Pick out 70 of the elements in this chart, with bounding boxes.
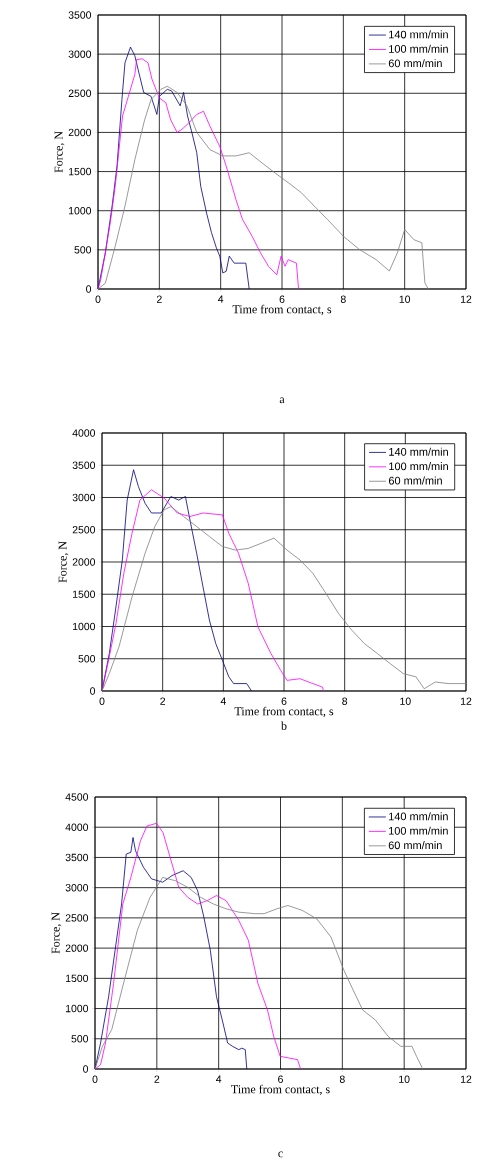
x-tick-label: 4 [217, 295, 224, 303]
x-tick-label: 6 [278, 1075, 283, 1083]
x-tick-label: 8 [340, 295, 346, 303]
x-tick-label: 12 [460, 295, 472, 303]
y-axis-title: Force, N [54, 131, 65, 173]
y-tick-label: 2500 [65, 914, 89, 922]
x-tick-label: 8 [342, 697, 348, 705]
y-tick-label: 2500 [68, 89, 92, 97]
y-tick-label: 2000 [68, 128, 92, 137]
legend-label: 60 mm/min [388, 59, 442, 68]
x-axis-title: Time from contact, s [234, 706, 334, 718]
y-tick-label: 500 [78, 655, 96, 663]
y-tick-label: 2500 [72, 526, 96, 534]
text: b [281, 721, 287, 730]
legend-label: 100 mm/min [389, 44, 448, 53]
y-tick-label: 3000 [68, 50, 92, 58]
legend-label: 140 mm/min [389, 812, 448, 821]
y-tick-label: 1500 [66, 974, 89, 983]
x-tick-label: 10 [399, 1075, 410, 1083]
y-tick-label: 1000 [66, 1004, 89, 1013]
x-tick-label: 10 [400, 697, 411, 705]
y-tick-label: 4500 [65, 793, 89, 801]
x-tick-label: 0 [95, 295, 101, 303]
y-tick-label: 1000 [69, 207, 92, 215]
y-axis-title: Force, N [58, 541, 69, 583]
y-tick-label: 3000 [65, 883, 89, 892]
x-tick-label: 2 [160, 697, 166, 705]
y-tick-label: 3000 [72, 493, 96, 502]
y-tick-label: 3500 [65, 853, 89, 862]
y-tick-label: 0 [86, 285, 92, 293]
x-tick-label: 0 [99, 697, 105, 705]
x-axis-title: Time from contact, s [231, 1084, 330, 1096]
x-tick-label: 4 [220, 697, 226, 705]
line-series [101, 469, 252, 692]
y-tick-label: 1000 [73, 622, 96, 631]
y-tick-label: 1500 [69, 167, 92, 176]
y-axis-title: Force, N [51, 912, 62, 954]
line-series [101, 489, 324, 692]
x-tick-label: 8 [339, 1075, 345, 1083]
legend-label: 140 mm/min [389, 447, 448, 456]
y-tick-label: 500 [74, 246, 92, 254]
x-tick-label: 2 [154, 1075, 160, 1083]
x-tick-label: 2 [156, 295, 162, 303]
x-tick-label: 6 [281, 697, 287, 705]
line-series [97, 58, 299, 290]
legend-label: 60 mm/min [388, 841, 442, 850]
text: a [279, 397, 285, 404]
y-tick-label: 3500 [68, 11, 92, 19]
x-tick-label: 6 [279, 295, 285, 303]
y-tick-label: 3500 [72, 461, 96, 469]
y-tick-label: 2000 [65, 944, 89, 952]
y-tick-label: 0 [90, 687, 96, 695]
y-tick-label: 4000 [65, 823, 89, 831]
x-tick-label: 10 [399, 295, 411, 303]
text: c [278, 1151, 283, 1158]
y-tick-label: 0 [83, 1065, 89, 1073]
legend-label: 100 mm/min [389, 826, 448, 835]
x-tick-label: 4 [215, 1075, 222, 1083]
x-tick-label: 12 [460, 1075, 472, 1083]
x-tick-label: 12 [460, 697, 472, 705]
line-series [94, 822, 301, 1070]
legend-label: 60 mm/min [388, 476, 442, 485]
y-tick-label: 500 [71, 1035, 89, 1043]
legend-label: 140 mm/min [389, 30, 448, 39]
line-series [94, 837, 248, 1070]
x-axis-title: Time from contact, s [232, 304, 332, 316]
y-tick-label: 4000 [72, 429, 96, 437]
y-tick-label: 1500 [73, 590, 96, 598]
y-tick-label: 2000 [72, 558, 96, 566]
legend-label: 100 mm/min [389, 462, 448, 471]
